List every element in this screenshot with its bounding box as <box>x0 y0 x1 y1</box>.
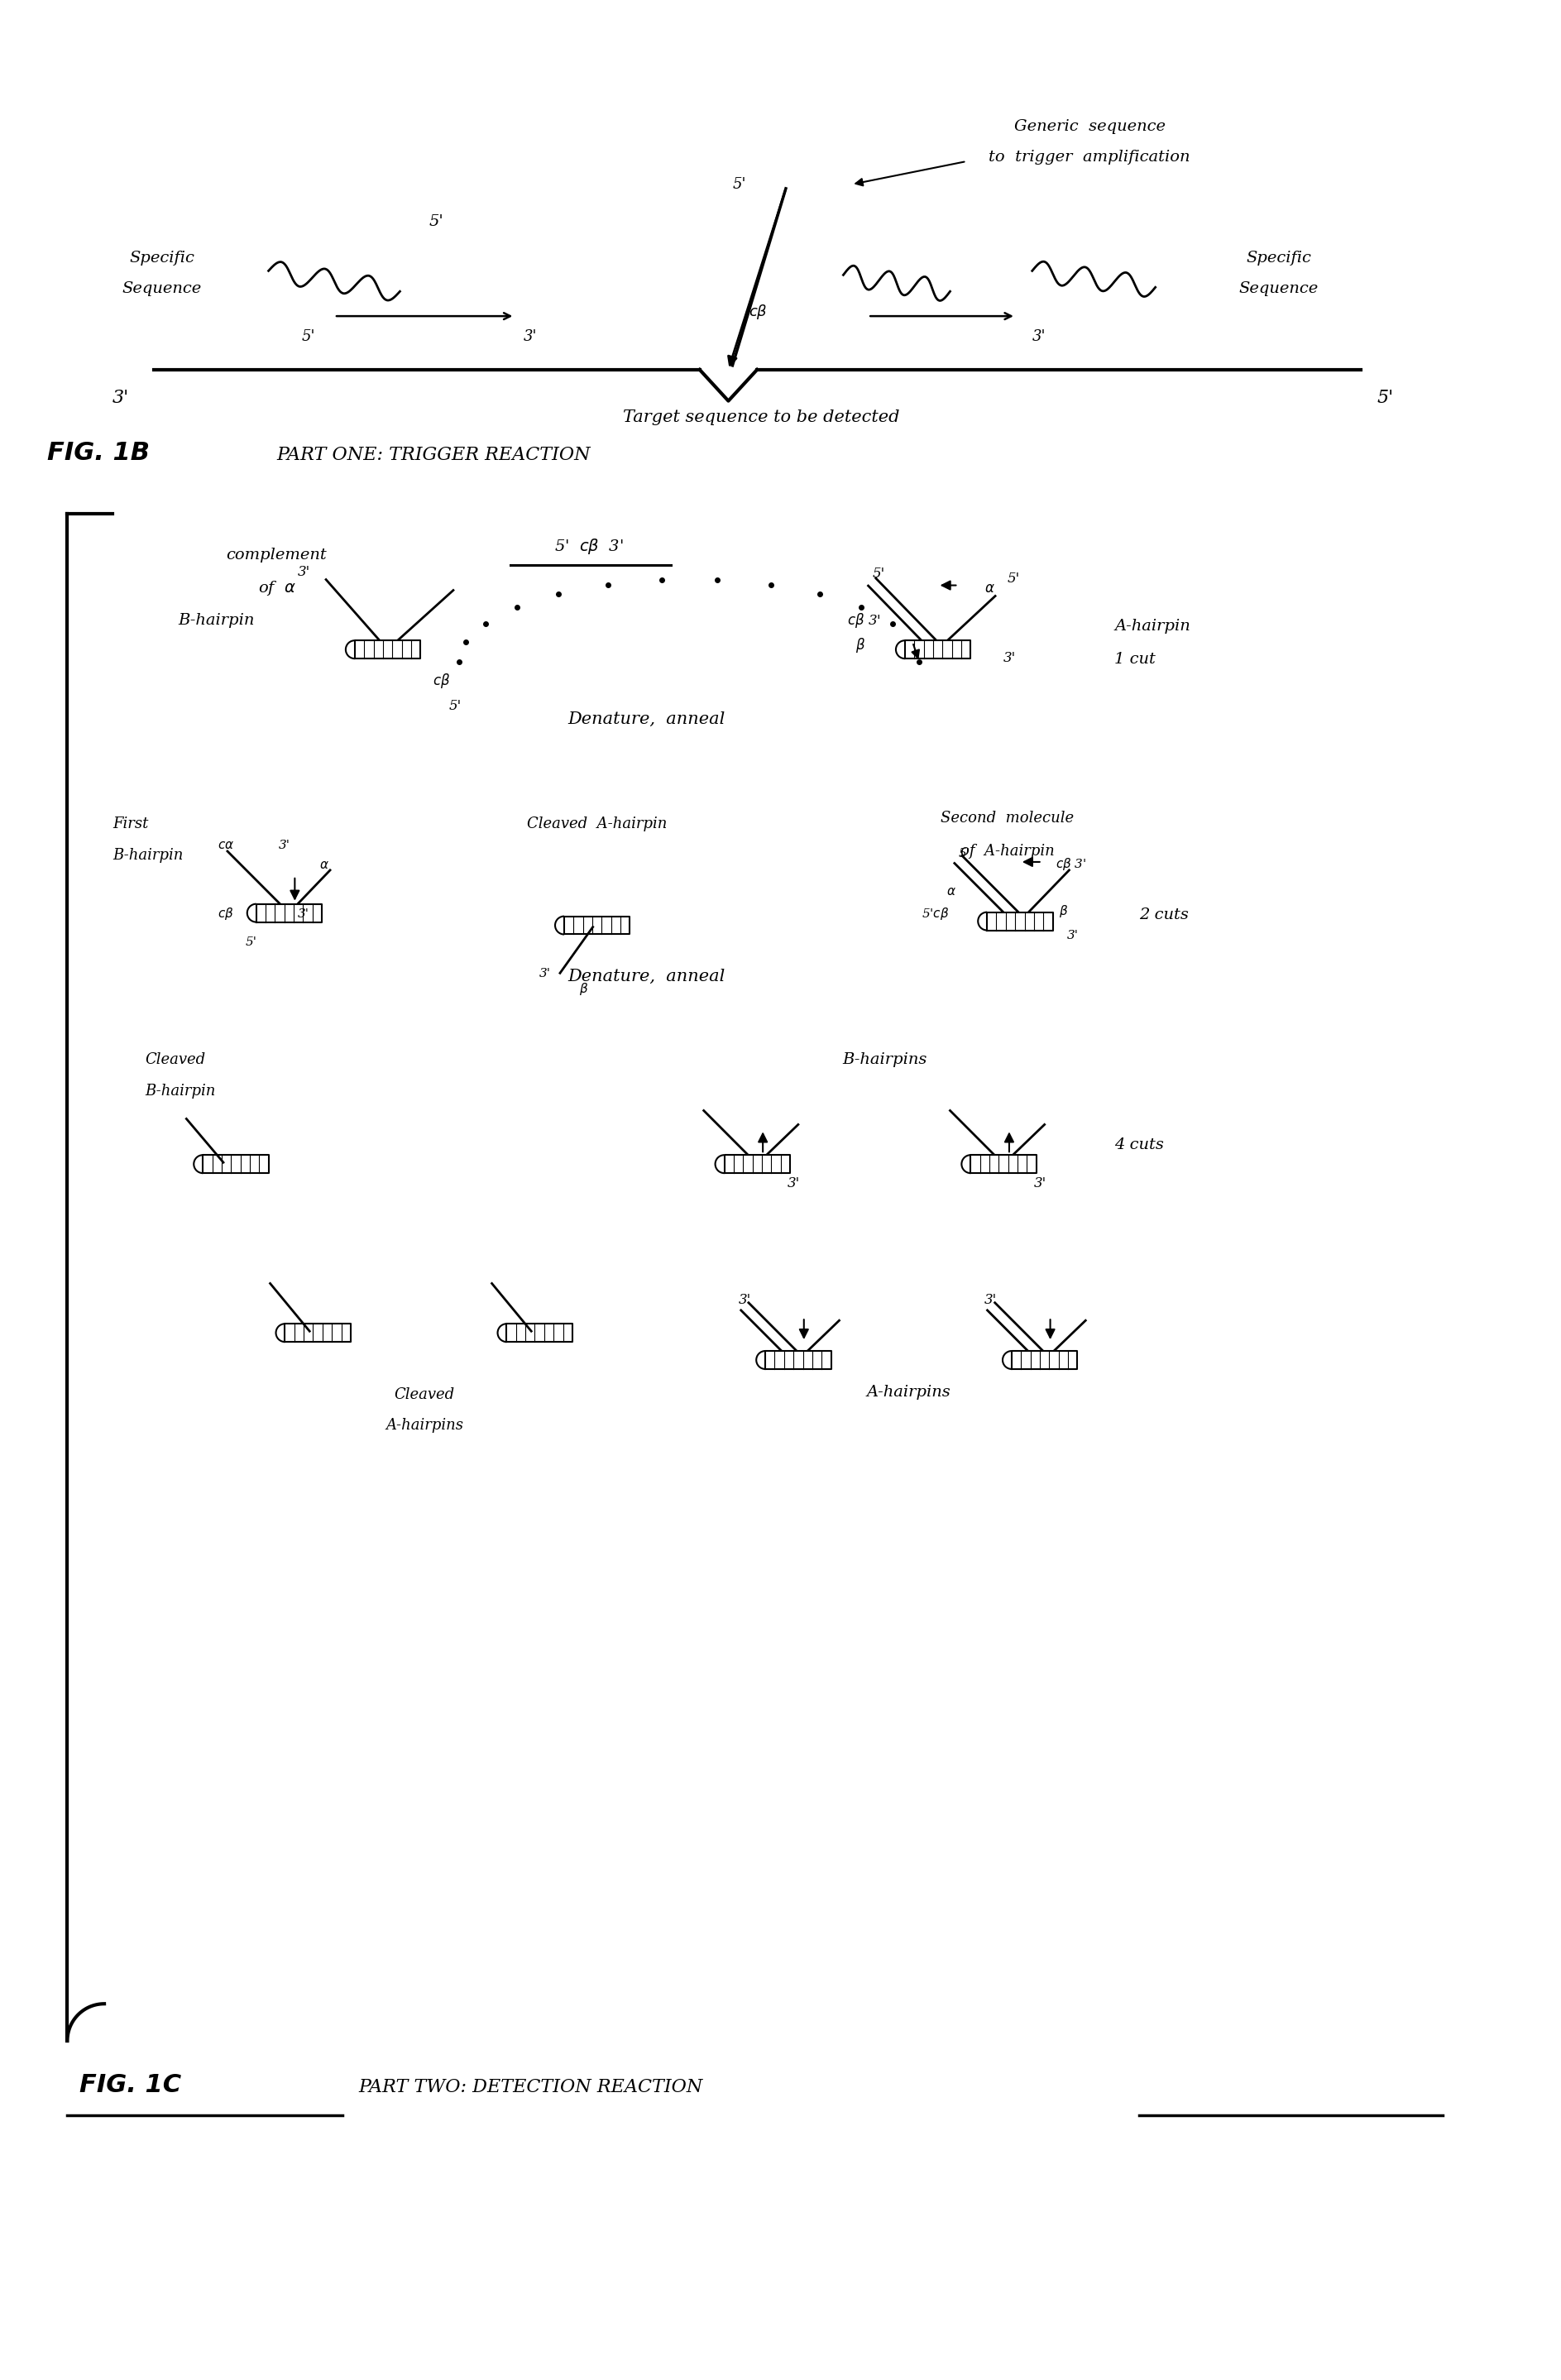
Text: $c\beta$: $c\beta$ <box>432 671 450 690</box>
Text: Cleaved: Cleaved <box>145 1052 206 1066</box>
Text: $\beta$: $\beta$ <box>855 635 866 654</box>
Polygon shape <box>286 1323 351 1342</box>
Text: 3': 3' <box>1004 652 1016 664</box>
Text: 5'$c\beta$: 5'$c\beta$ <box>921 904 949 921</box>
Text: 5': 5' <box>450 700 462 714</box>
Text: 3': 3' <box>297 564 311 578</box>
Text: $\beta$: $\beta$ <box>1058 902 1068 919</box>
Text: complement: complement <box>226 547 328 562</box>
Text: Second  molecule: Second molecule <box>941 812 1074 826</box>
Text: 5': 5' <box>245 938 258 947</box>
Text: 3': 3' <box>1033 1176 1046 1190</box>
Text: 5': 5' <box>1007 571 1021 585</box>
Text: 3': 3' <box>112 388 130 407</box>
Text: Generic  sequence: Generic sequence <box>1015 119 1166 133</box>
Text: 5': 5' <box>732 176 746 193</box>
Text: Cleaved: Cleaved <box>395 1388 454 1402</box>
Text: 3': 3' <box>523 328 537 345</box>
Text: 3': 3' <box>540 969 551 981</box>
Text: Sequence: Sequence <box>1239 281 1319 298</box>
Text: FIG. 1B: FIG. 1B <box>47 440 150 464</box>
Polygon shape <box>203 1154 268 1173</box>
Text: $c\beta$ 3': $c\beta$ 3' <box>1055 857 1086 871</box>
Text: $c\beta$: $c\beta$ <box>217 904 234 921</box>
Text: 5': 5' <box>1377 388 1394 407</box>
Polygon shape <box>971 1154 1037 1173</box>
Text: B-hairpin: B-hairpin <box>112 847 183 864</box>
Text: 5'  $c\beta$  3': 5' $c\beta$ 3' <box>554 536 623 555</box>
Text: A-hairpins: A-hairpins <box>386 1418 464 1433</box>
Text: Specific: Specific <box>130 250 195 267</box>
Text: FIG. 1C: FIG. 1C <box>80 2073 181 2097</box>
Text: $c\beta$ 3': $c\beta$ 3' <box>848 612 880 631</box>
Text: 3': 3' <box>1032 328 1046 345</box>
Text: $\alpha$: $\alpha$ <box>985 581 994 595</box>
Text: Target sequence to be detected: Target sequence to be detected <box>623 409 899 424</box>
Text: PART TWO: DETECTION REACTION: PART TWO: DETECTION REACTION <box>359 2078 704 2097</box>
Text: First: First <box>112 816 148 831</box>
Polygon shape <box>354 640 420 659</box>
Text: 2 cuts: 2 cuts <box>1140 907 1188 921</box>
Text: 3': 3' <box>738 1292 751 1307</box>
Polygon shape <box>724 1154 790 1173</box>
Text: 3': 3' <box>278 840 290 852</box>
Text: 5': 5' <box>429 214 443 228</box>
Polygon shape <box>765 1352 830 1368</box>
Text: Denature,  anneal: Denature, anneal <box>568 969 724 985</box>
Text: 3': 3' <box>787 1176 801 1190</box>
Text: Denature,  anneal: Denature, anneal <box>568 712 724 726</box>
Text: $\alpha$: $\alpha$ <box>320 859 329 871</box>
Text: PART ONE: TRIGGER REACTION: PART ONE: TRIGGER REACTION <box>276 445 590 464</box>
Text: Specific: Specific <box>1246 250 1311 267</box>
Polygon shape <box>1012 1352 1077 1368</box>
Text: 3': 3' <box>1066 931 1079 942</box>
Polygon shape <box>905 640 971 659</box>
Polygon shape <box>256 904 322 921</box>
Text: A-hairpin: A-hairpin <box>1115 619 1189 633</box>
Text: 3': 3' <box>985 1292 997 1307</box>
Polygon shape <box>507 1323 573 1342</box>
Text: Cleaved  A-hairpin: Cleaved A-hairpin <box>528 816 667 831</box>
Text: 3': 3' <box>297 909 309 919</box>
Text: of  $\alpha$: of $\alpha$ <box>258 578 295 597</box>
Text: Sequence: Sequence <box>122 281 201 298</box>
Text: 4 cuts: 4 cuts <box>1115 1138 1165 1152</box>
Text: 5': 5' <box>873 566 885 581</box>
Text: of  A-hairpin: of A-hairpin <box>960 845 1055 859</box>
Text: B-hairpin: B-hairpin <box>145 1083 215 1097</box>
Text: B-hairpins: B-hairpins <box>841 1052 927 1066</box>
Text: $c\alpha$: $c\alpha$ <box>217 840 234 852</box>
Text: 5': 5' <box>301 328 315 345</box>
Text: B-hairpin: B-hairpin <box>178 614 254 628</box>
Polygon shape <box>987 912 1052 931</box>
Text: $\beta$: $\beta$ <box>579 981 588 997</box>
Text: to  trigger  amplification: to trigger amplification <box>990 150 1191 164</box>
Polygon shape <box>564 916 629 935</box>
Text: A-hairpins: A-hairpins <box>866 1385 951 1399</box>
Text: 1 cut: 1 cut <box>1115 652 1155 666</box>
Text: $c\beta$: $c\beta$ <box>749 302 768 321</box>
Text: 5': 5' <box>958 847 969 859</box>
Text: $\alpha$: $\alpha$ <box>946 885 955 897</box>
